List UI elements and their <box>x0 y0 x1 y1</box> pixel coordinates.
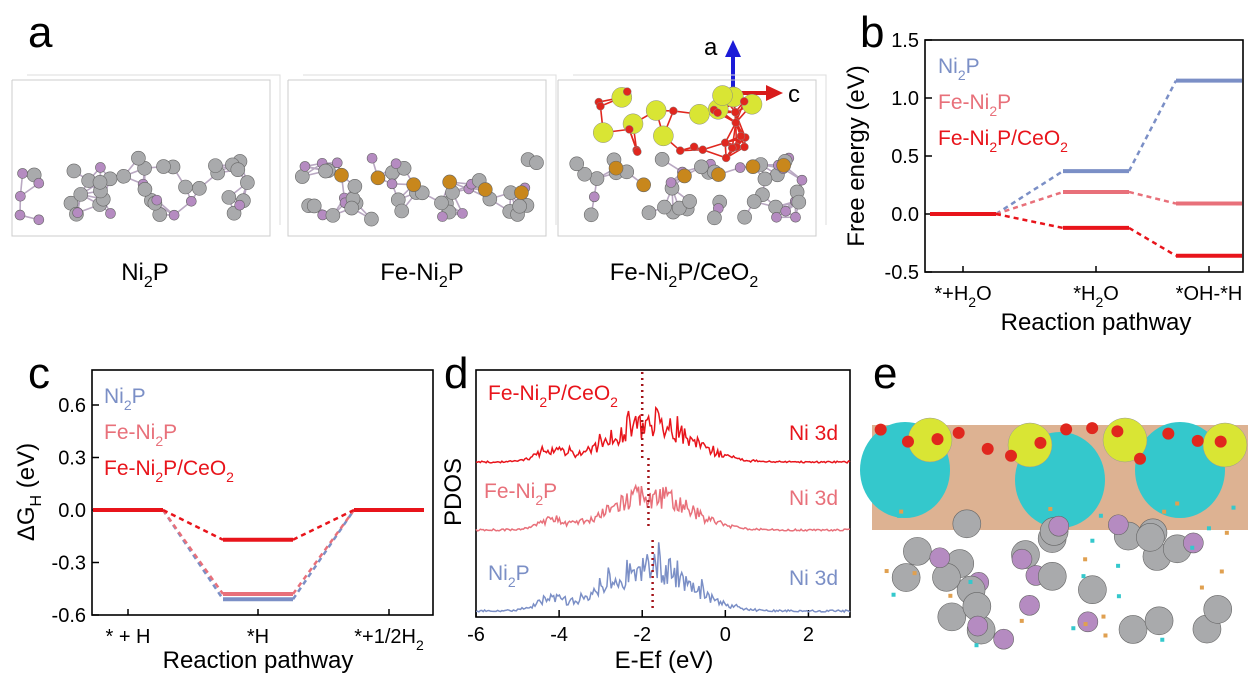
y-tick-label: -0.6 <box>52 605 86 627</box>
legend-entry-Ni2P: Ni2P <box>104 385 146 413</box>
legend-entry-Fe-Ni2P/CeO2: Fe-Ni2P/CeO2 <box>104 457 234 485</box>
panel-c: c -0.6 -0.3 0.0 0.3 0.6 ΔGH (eV) * + H *H *+1/… <box>13 349 434 674</box>
structure-label-ni2p: Ni2P <box>121 259 169 291</box>
plot-area-d: Fe-Ni2P/CeO2 Ni 3d Fe-Ni2P Ni 3d Ni2P Ni 3d <box>475 372 851 614</box>
y-tick-label: 0.3 <box>58 448 86 470</box>
panel-letter-e: e <box>873 349 897 398</box>
x-category-label: *+H2O <box>934 283 991 310</box>
pdos-curve-Fe-Ni2P <box>475 483 851 532</box>
structure-label-fe-ni2p-ceo2: Fe-Ni2P/CeO2 <box>610 259 759 291</box>
x-axis-title-d: E-Ef (eV) <box>615 647 714 674</box>
pdos-curve-Fe-Ni2P/CeO2 <box>475 405 851 464</box>
x-category-label: * + H <box>105 626 150 648</box>
x-tick-label: 0 <box>720 624 731 646</box>
panel-letter-b: b <box>860 8 884 57</box>
plot-frame-d <box>475 369 851 618</box>
y-tick-label: -0.3 <box>52 553 86 575</box>
x-category-label: *H2O <box>1073 283 1119 310</box>
x-axis-title-c: Reaction pathway <box>163 647 354 674</box>
legend-entry-Fe-Ni2P: Fe-Ni2P <box>938 91 1011 119</box>
x-tick-label: -2 <box>633 624 651 646</box>
connector-Fe-Ni2P/CeO2 <box>162 508 224 541</box>
y-tick-label: 0.0 <box>891 204 919 226</box>
panel-letter-c: c <box>28 349 50 398</box>
y-ticks-c: -0.6 -0.3 0.0 0.3 0.6 <box>52 395 99 627</box>
series-label-Fe-Ni2P: Fe-Ni2P <box>484 480 557 508</box>
connector-Ni2P <box>291 509 356 600</box>
pdos-curve-Ni2P <box>475 542 851 614</box>
y-ticks-b: -0.5 0.0 0.5 1.0 1.5 <box>885 30 932 284</box>
connector-Fe-Ni2P/CeO2 <box>995 212 1064 230</box>
charge-density-image <box>860 400 1250 655</box>
y-tick-label: 0.5 <box>891 146 919 168</box>
y-tick-label: 1.0 <box>891 88 919 110</box>
y-axis-title-b: Free energy (eV) <box>843 65 870 246</box>
structure-label-fe-ni2p: Fe-Ni2P <box>380 259 464 291</box>
x-categories-b: *+H2O *H2O *OH-*H <box>934 266 1242 310</box>
y-tick-label: -0.5 <box>885 262 919 284</box>
orbital-label: Ni 3d <box>789 487 838 510</box>
y-axis-title-c: ΔGH (eV) <box>13 443 45 541</box>
panel-letter-d: d <box>444 349 468 398</box>
connector-Ni2P <box>161 509 225 600</box>
plot-area-c <box>93 508 424 602</box>
y-tick-label: 1.5 <box>891 30 919 52</box>
connector-Fe-Ni2P <box>995 190 1064 216</box>
x-ticks-d: -6 -4 -2 0 2 <box>467 610 814 646</box>
series-label-Ni2P: Ni2P <box>488 562 530 590</box>
connector-Ni2P <box>995 170 1064 216</box>
plot-frame-c <box>91 369 434 616</box>
x-category-label: *+1/2H2 <box>354 626 424 653</box>
x-axis-title-b: Reaction pathway <box>1001 309 1192 336</box>
orbital-label: Ni 3d <box>789 567 838 590</box>
x-tick-label: -4 <box>550 624 568 646</box>
panel-e: e <box>860 349 1250 655</box>
connector-Fe-Ni2P/CeO2 <box>292 508 355 541</box>
x-tick-label: -6 <box>467 624 485 646</box>
y-tick-label: 0.0 <box>58 500 86 522</box>
connector-Fe-Ni2P <box>1128 190 1177 205</box>
connector-Ni2P <box>1127 80 1178 172</box>
orbital-label: Ni 3d <box>789 422 838 445</box>
panel-a: a a c Ni2P Fe-Ni2P Fe-Ni2P/CeO2 <box>11 8 827 291</box>
legend-entry-Fe-Ni2P: Fe-Ni2P <box>104 421 177 449</box>
axis-c-label: c <box>788 81 800 108</box>
x-category-label: *OH-*H <box>1176 283 1243 305</box>
structure-fe-ni2p <box>287 74 557 237</box>
legend-b: Ni2P Fe-Ni2P Fe-Ni2P/CeO2 <box>938 55 1068 155</box>
connector-Fe-Ni2P/CeO2 <box>1128 226 1177 257</box>
series-label-Fe-Ni2P/CeO2: Fe-Ni2P/CeO2 <box>488 382 618 410</box>
structure-fe-ni2p-ceo2 <box>557 74 827 237</box>
panel-letter-a: a <box>28 8 53 57</box>
axis-a-label: a <box>704 34 718 61</box>
panel-d: d PDOS -6 -4 -2 0 2 E-Ef (eV) Fe-Ni2P/CeO2 Ni… <box>440 349 851 674</box>
x-categories-c: * + H *H *+1/2H2 <box>105 609 424 653</box>
y-tick-label: 0.6 <box>58 395 86 417</box>
x-category-label: *H <box>247 626 269 648</box>
legend-entry-Ni2P: Ni2P <box>938 55 980 83</box>
legend-c: Ni2P Fe-Ni2P Fe-Ni2P/CeO2 <box>104 385 234 485</box>
legend-entry-Fe-Ni2P/CeO2: Fe-Ni2P/CeO2 <box>938 127 1068 155</box>
x-tick-label: 2 <box>803 624 814 646</box>
structure-ni2p <box>11 74 281 237</box>
y-axis-title-d: PDOS <box>440 458 467 526</box>
connector-Fe-Ni2P <box>161 509 225 595</box>
plot-area-b <box>930 78 1242 258</box>
panel-b: b -0.5 0.0 0.5 1.0 1.5 Free energy (eV) *+H2… <box>843 8 1244 336</box>
